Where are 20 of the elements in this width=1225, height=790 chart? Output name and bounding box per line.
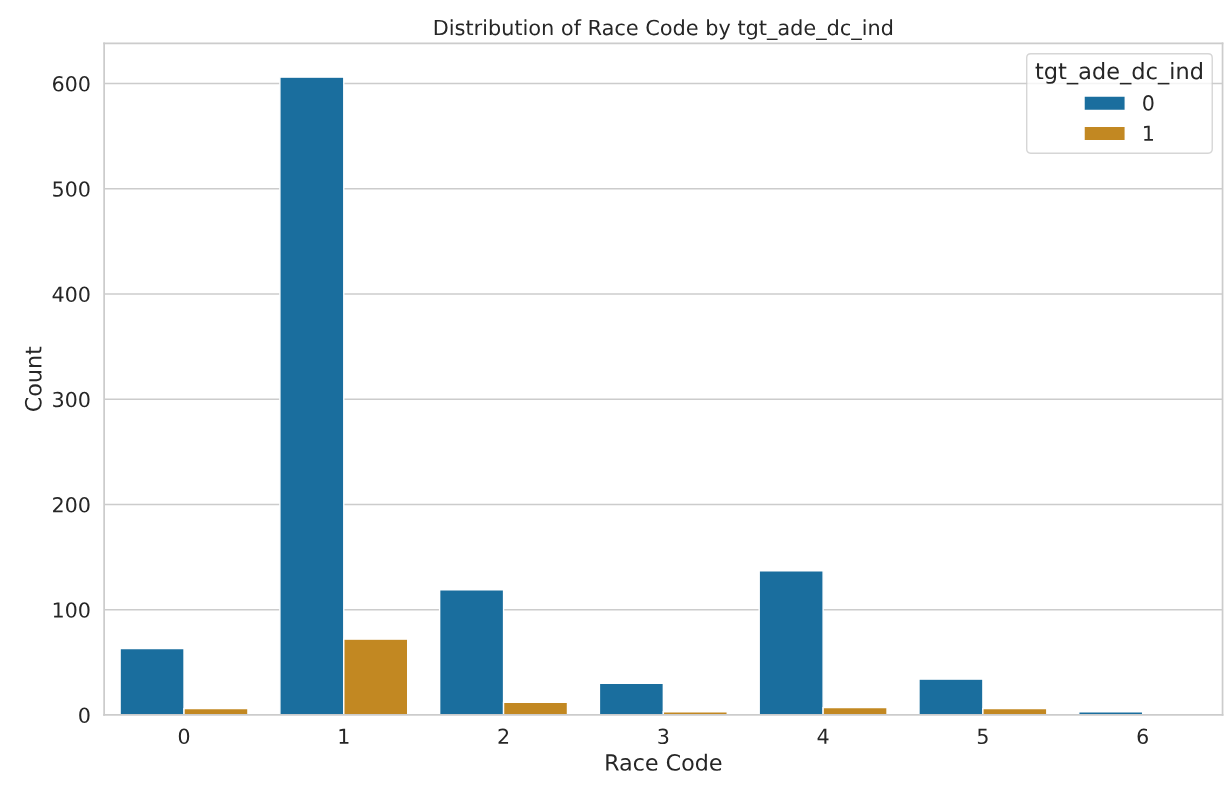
x-axis-title: Race Code bbox=[606, 753, 722, 771]
chart-title: Distribution of Race Code by tgt_ade_dc_ind bbox=[434, 19, 893, 41]
x-tick-label: 1 bbox=[339, 728, 349, 744]
legend-label: 1 bbox=[1144, 125, 1153, 141]
x-tick-label: 0 bbox=[178, 728, 190, 745]
y-tick-label: 400 bbox=[52, 286, 90, 303]
y-tick-label: 300 bbox=[53, 391, 90, 408]
y-tick-label: 200 bbox=[53, 496, 90, 513]
y-tick-label: 500 bbox=[53, 181, 90, 197]
y-tick-label: 600 bbox=[53, 75, 90, 92]
x-tick-label: 2 bbox=[498, 728, 509, 744]
x-tick-label: 3 bbox=[658, 728, 669, 745]
x-tick-label: 6 bbox=[1137, 728, 1148, 745]
y-tick-label: 0 bbox=[79, 707, 90, 724]
x-tick-label: 5 bbox=[977, 728, 988, 745]
legend-label: 0 bbox=[1143, 95, 1154, 111]
x-tick-label: 4 bbox=[817, 728, 829, 744]
y-tick-label: 100 bbox=[53, 602, 90, 618]
y-axis-title: Count bbox=[24, 346, 42, 411]
legend-title: tgt_ade_dc_ind bbox=[1035, 62, 1202, 85]
